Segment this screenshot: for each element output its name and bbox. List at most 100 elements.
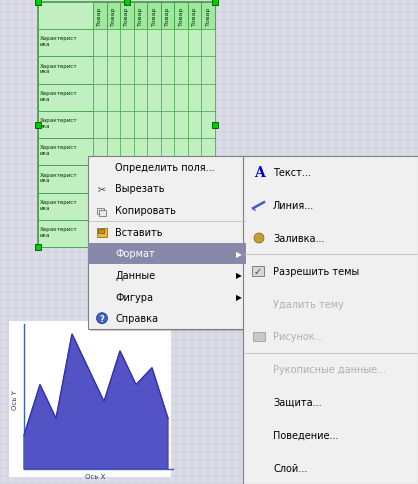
Text: ✂: ✂ (98, 184, 106, 194)
Bar (120, 193, 134, 220)
Bar (201, 112, 215, 139)
Bar (99, 211, 106, 217)
Bar (147, 166, 161, 193)
Text: Характерист
ика: Характерист ика (40, 118, 78, 129)
Text: Товар: Товар (111, 7, 116, 26)
Bar (107, 139, 120, 166)
Bar (201, 3, 215, 30)
Polygon shape (24, 334, 168, 469)
Bar (120, 112, 134, 139)
Bar (147, 112, 161, 139)
Bar (38, 193, 93, 220)
Text: 1: 1 (300, 374, 305, 383)
Bar (188, 30, 201, 57)
Text: Разрешить темы: Разрешить темы (273, 266, 359, 276)
Text: Вставить: Вставить (115, 227, 163, 237)
Bar (243, 157, 418, 484)
Bar (174, 220, 188, 247)
Bar (134, 30, 147, 57)
Bar (201, 220, 215, 247)
Bar (188, 193, 201, 220)
Text: Характерист
ика: Характерист ика (40, 227, 78, 237)
Bar (120, 30, 134, 57)
Bar (38, 57, 93, 85)
Bar (123, 0, 130, 6)
Text: 10%: 10% (328, 457, 347, 467)
Text: Ось X: Ось X (85, 473, 105, 479)
Bar (188, 166, 201, 193)
Bar (161, 30, 174, 57)
Text: ▶: ▶ (236, 292, 242, 302)
Text: Характерист
ика: Характерист ика (40, 145, 78, 156)
Text: A: A (254, 166, 264, 180)
Bar (38, 3, 215, 247)
Bar (212, 122, 218, 128)
Wedge shape (330, 341, 405, 460)
Bar (161, 57, 174, 85)
Bar (161, 139, 174, 166)
Text: Поведение...: Поведение... (273, 430, 339, 440)
Text: Товар: Товар (165, 7, 170, 26)
Circle shape (97, 313, 107, 324)
Text: Товар: Товар (151, 7, 156, 26)
Bar (93, 193, 107, 220)
Text: Определить поля...: Определить поля... (115, 163, 214, 172)
Bar (134, 85, 147, 112)
Text: Защита...: Защита... (273, 397, 321, 407)
Bar (134, 220, 147, 247)
Text: Характерист
ика: Характерист ика (40, 63, 78, 75)
Text: Формат: Формат (115, 249, 155, 259)
Bar (245, 157, 418, 484)
Text: Слой...: Слой... (273, 463, 307, 472)
Bar (90, 157, 250, 332)
Bar (93, 3, 107, 30)
Text: Данные: Данные (115, 271, 155, 280)
Bar (253, 333, 265, 342)
Bar (188, 112, 201, 139)
Text: Товар: Товар (192, 7, 197, 26)
Text: Текст...: Текст... (273, 168, 311, 178)
Text: Фигура: Фигура (115, 292, 153, 302)
Bar (188, 85, 201, 112)
Bar (174, 30, 188, 57)
Text: ▶: ▶ (236, 271, 242, 280)
Bar (174, 193, 188, 220)
Bar (88, 157, 246, 329)
Bar (161, 112, 174, 139)
Text: Рисунок...: Рисунок... (273, 332, 324, 342)
Wedge shape (259, 341, 330, 416)
Bar (147, 3, 161, 30)
Wedge shape (255, 393, 330, 477)
Bar (38, 85, 93, 112)
Bar (107, 57, 120, 85)
Bar (107, 220, 120, 247)
Text: Характерист
ика: Характерист ика (40, 172, 78, 183)
Bar (93, 220, 107, 247)
Text: Характерист
ика: Характерист ика (40, 36, 78, 47)
Text: Товар: Товар (178, 7, 184, 26)
Text: Заливка...: Заливка... (273, 233, 324, 243)
Bar (147, 139, 161, 166)
Bar (212, 0, 218, 6)
Text: 10%: 10% (277, 426, 295, 435)
Bar (201, 193, 215, 220)
Bar (35, 244, 41, 251)
Bar (98, 229, 104, 233)
Bar (252, 266, 264, 276)
Bar (147, 220, 161, 247)
Bar (93, 166, 107, 193)
Bar (120, 3, 134, 30)
Text: Товар: Товар (138, 7, 143, 26)
Bar (93, 112, 107, 139)
Bar (174, 57, 188, 85)
Bar (9, 321, 171, 477)
Bar (188, 139, 201, 166)
Bar (120, 166, 134, 193)
Bar (134, 166, 147, 193)
Bar (107, 166, 120, 193)
Text: ✓: ✓ (254, 266, 262, 276)
Text: Копировать: Копировать (115, 206, 176, 215)
Bar (147, 57, 161, 85)
Text: Вырезать: Вырезать (115, 184, 165, 194)
Bar (107, 85, 120, 112)
